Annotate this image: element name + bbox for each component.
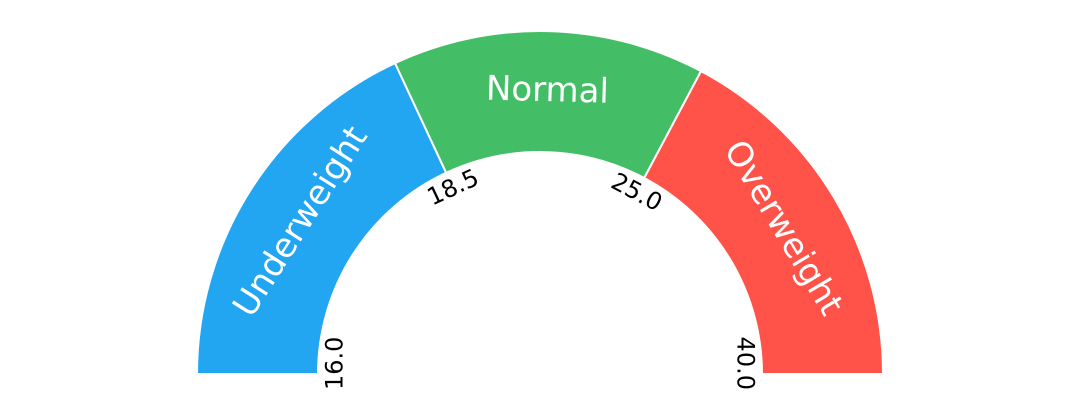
tick-label-min: 16.0 bbox=[320, 337, 348, 390]
gauge-segments bbox=[195, 30, 885, 375]
tick-label-max: 40.0 bbox=[732, 337, 760, 390]
segment-overweight bbox=[642, 69, 885, 375]
segment-label-normal: Normal bbox=[485, 68, 609, 111]
segment-underweight bbox=[195, 61, 448, 375]
